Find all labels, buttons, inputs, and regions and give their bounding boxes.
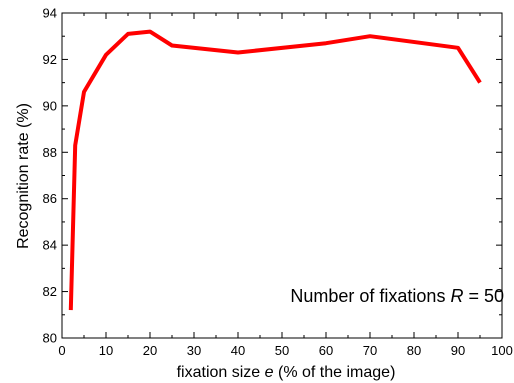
y-tick-label: 82 (43, 284, 57, 299)
annotation-prefix: Number of fixations (290, 286, 450, 306)
x-tick-label: 10 (99, 343, 113, 358)
series-layer (68, 29, 482, 311)
x-tick-label: 40 (231, 343, 245, 358)
annotation-text: Number of fixations R = 50 (290, 286, 504, 306)
x-tick-label: 30 (187, 343, 201, 358)
x-axis-label-prefix: fixation size (177, 364, 265, 381)
y-tick-label: 88 (43, 145, 57, 160)
y-axis-label: Recognition rate (%) (15, 103, 32, 249)
tick-labels-layer: 0 10 20 30 40 50 60 70 80 90 100 80 82 84 86 88 90 92 94 (43, 6, 513, 359)
x-tick-label: 60 (319, 343, 333, 358)
series-line (68, 29, 482, 311)
x-tick-label: 90 (451, 343, 465, 358)
x-tick-label: 0 (58, 343, 65, 358)
y-tick-label: 92 (43, 52, 57, 67)
x-tick-label: 50 (275, 343, 289, 358)
x-tick-label: 100 (491, 343, 513, 358)
x-axis-label-suffix: (% of the image) (274, 364, 396, 381)
y-tick-label: 94 (43, 6, 57, 21)
x-tick-label: 70 (363, 343, 377, 358)
x-axis-label-variable: e (265, 364, 274, 381)
y-tick-label: 90 (43, 98, 57, 113)
x-tick-label: 20 (143, 343, 157, 358)
y-tick-label: 86 (43, 191, 57, 206)
annotation-variable: R (450, 286, 463, 306)
annotation-suffix: = 50 (463, 286, 504, 306)
plot-frame (61, 12, 503, 339)
y-tick-label: 80 (43, 331, 57, 346)
x-axis-label: fixation size e (% of the image) (177, 364, 396, 381)
x-tick-label: 80 (407, 343, 421, 358)
y-tick-label: 84 (43, 238, 57, 253)
